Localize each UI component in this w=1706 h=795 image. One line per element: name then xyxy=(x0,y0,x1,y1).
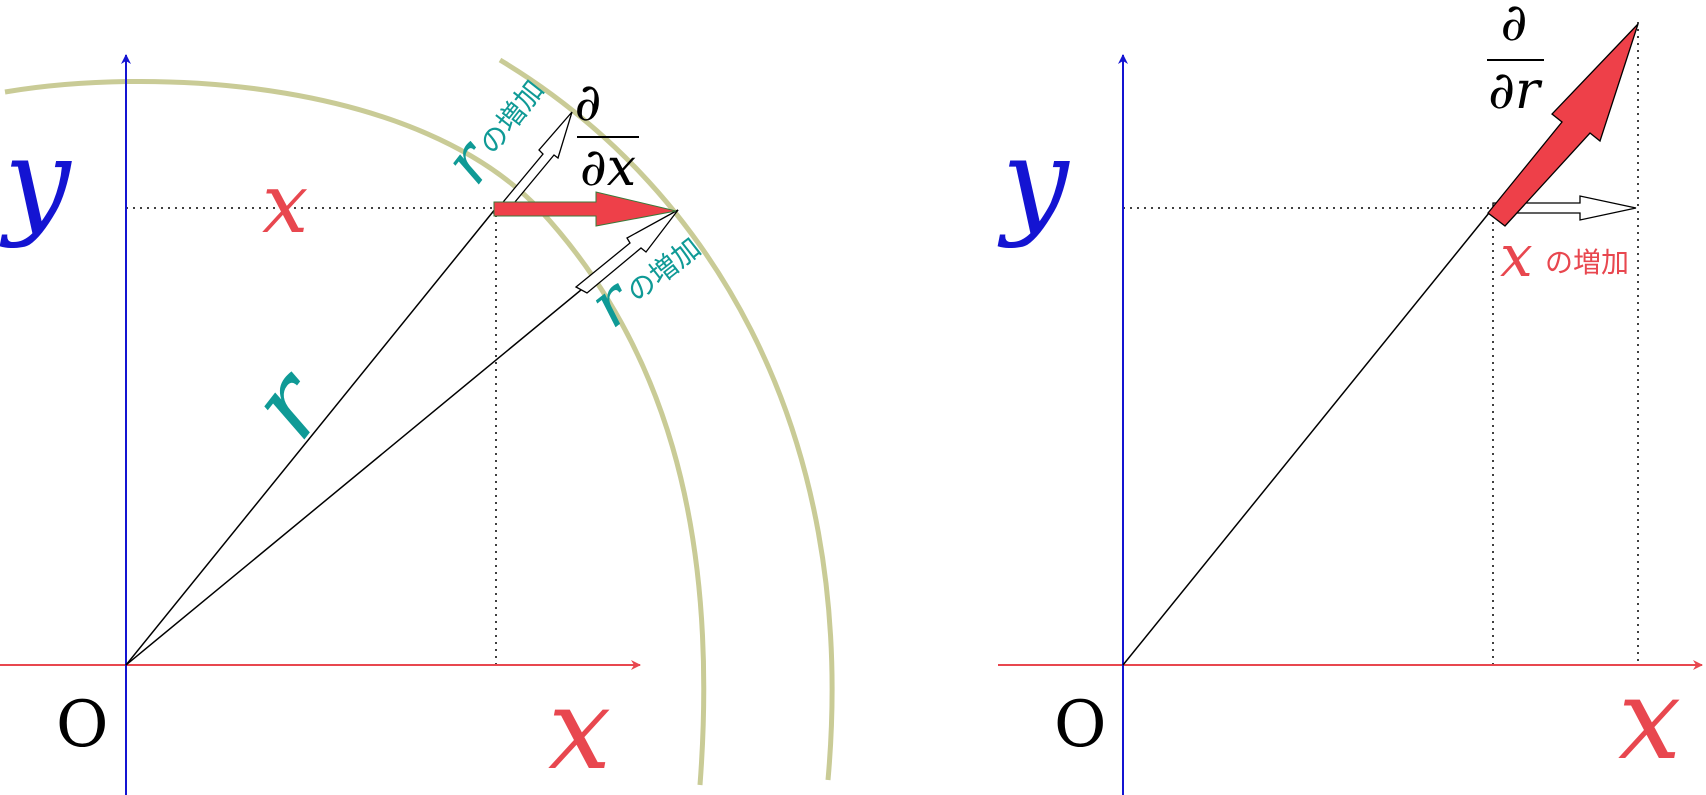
svg-text:の増加: の増加 xyxy=(473,74,551,161)
r-label: r xyxy=(227,346,352,460)
x-increase-label: x の増加 xyxy=(1500,222,1629,290)
r-increase-label-upper: r の増加 xyxy=(430,74,551,198)
partial-x-fraction: ∂ ∂x xyxy=(575,73,639,198)
x-coordinate-label: x xyxy=(262,157,308,252)
left-panel: y x r O x r の増加 r の増加 ∂ ∂x xyxy=(0,54,835,795)
svg-text:x: x xyxy=(1500,222,1533,290)
partial-x-arrow xyxy=(493,191,677,227)
y-axis-label-right: y xyxy=(997,112,1070,250)
r-increase-arrow-lower xyxy=(574,209,679,294)
partial-r-fraction: ∂ ∂r xyxy=(1487,0,1544,121)
svg-text:∂x: ∂x xyxy=(580,138,636,198)
right-panel: y O x x の増加 ∂ ∂r xyxy=(997,0,1703,795)
svg-text:の増加: の増加 xyxy=(1545,246,1629,279)
radius-line-right xyxy=(1122,207,1494,666)
origin-label-right: O xyxy=(1054,688,1106,762)
svg-text:∂: ∂ xyxy=(575,73,602,133)
x-axis-label-right: x xyxy=(1618,655,1681,785)
partial-r-arrow xyxy=(1487,23,1639,227)
svg-text:∂r: ∂r xyxy=(1488,61,1543,121)
y-axis-label: y xyxy=(0,112,72,250)
svg-text:∂: ∂ xyxy=(1501,0,1528,53)
radius-line-1 xyxy=(125,207,497,666)
origin-label: O xyxy=(56,688,108,762)
outer-arc xyxy=(498,57,835,781)
x-axis-label: x xyxy=(548,665,611,795)
